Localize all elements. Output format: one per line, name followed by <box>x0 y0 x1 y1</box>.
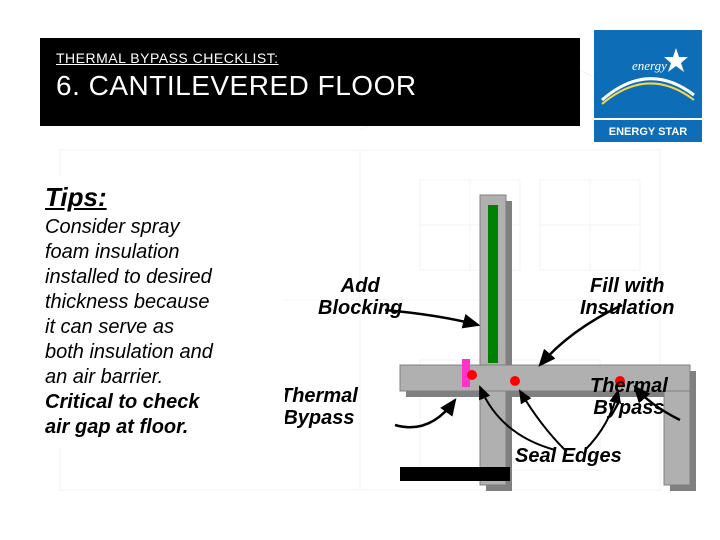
label-thermal-bypass-left: Thermal Bypass <box>280 385 358 429</box>
label-add-blocking: Add Blocking <box>318 275 402 319</box>
arrow-bypass-left <box>395 400 455 427</box>
header-title: 6. CANTILEVERED FLOOR <box>56 70 564 102</box>
tips-line: foam insulation <box>45 241 180 263</box>
tips-body: Consider spray foam insulation installed… <box>45 215 280 440</box>
wall-shapes <box>400 195 690 485</box>
seal-dot <box>467 370 477 380</box>
header-bar: THERMAL BYPASS CHECKLIST: 6. CANTILEVERE… <box>40 38 580 126</box>
seal-dot <box>510 376 520 386</box>
cantilever-black <box>400 467 510 481</box>
label-seal-edges: Seal Edges <box>515 445 622 467</box>
tips-line-bold: air gap at floor. <box>45 416 188 438</box>
tips-line: thickness because <box>45 291 210 313</box>
tips-line: it can serve as <box>45 316 174 338</box>
cantilever-diagram: Add Blocking Fill with Insulation Therma… <box>290 175 710 505</box>
energy-star-logo: ENERGY STAR energy <box>594 30 702 150</box>
svg-text:energy: energy <box>632 58 667 73</box>
tips-line: an air barrier. <box>45 366 163 388</box>
label-thermal-bypass-right: Thermal Bypass <box>590 375 668 419</box>
tips-line-bold: Critical to check <box>45 391 200 413</box>
svg-text:ENERGY STAR: ENERGY STAR <box>609 126 687 138</box>
arrow-seal-2 <box>520 391 565 450</box>
label-fill-insulation: Fill with Insulation <box>580 275 674 319</box>
tips-heading: Tips: <box>45 182 280 213</box>
tips-line: installed to desired <box>45 266 212 288</box>
tips-line: both insulation and <box>45 341 213 363</box>
tips-line: Consider spray <box>45 216 180 238</box>
header-subtitle: THERMAL BYPASS CHECKLIST: <box>56 50 564 66</box>
tips-box: Tips: Consider spray foam insulation ins… <box>40 175 285 447</box>
